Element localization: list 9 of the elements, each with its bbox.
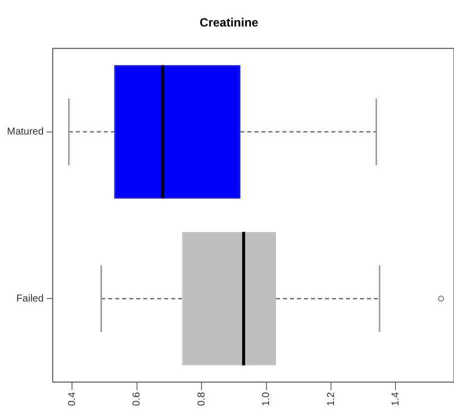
x-tick-label: 1.4 (390, 392, 402, 406)
x-tick-label: 0.6 (132, 392, 143, 406)
x-tick-label: 1.0 (261, 392, 272, 406)
x-tick-label: 0.4 (66, 392, 78, 406)
x-tick-label: 1.2 (326, 392, 337, 406)
x-tick-label: 0.8 (196, 392, 208, 406)
chart-title: Creatinine (200, 16, 259, 30)
y-tick-label: Failed (16, 293, 44, 304)
y-tick-label: Matured (6, 126, 44, 138)
